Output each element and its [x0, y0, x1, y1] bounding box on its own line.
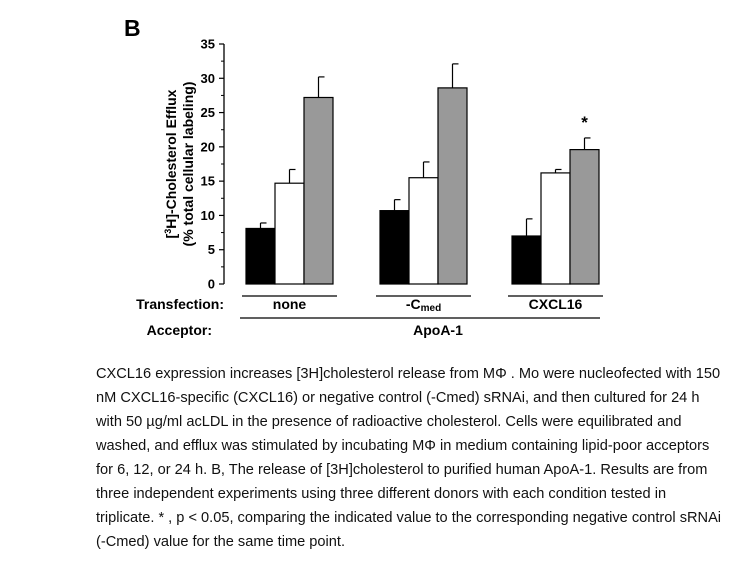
- x-category-label: none: [273, 296, 307, 312]
- bar: [245, 227, 276, 285]
- bar-chart-figure: B [3H]-Cholesterol Efflux (% total cellu…: [124, 15, 603, 338]
- acceptor-row-label: Acceptor:: [147, 322, 212, 338]
- transfection-row-label: Transfection:: [136, 296, 224, 312]
- x-category-label: -Cmed: [406, 296, 441, 314]
- significance-marker: *: [581, 113, 588, 132]
- panel-label: B: [124, 15, 141, 41]
- bar: [408, 177, 439, 285]
- plot-area: 0 5 10 15 20 25 30 35 * none -Cmed CXCL16: [201, 37, 603, 314]
- acceptor-value: ApoA-1: [413, 322, 463, 338]
- y-tick-label: 15: [201, 174, 215, 189]
- bar: [437, 87, 468, 285]
- y-axis-label-line2: (% total cellular labeling): [180, 82, 196, 247]
- y-tick-label: 35: [201, 37, 215, 52]
- bar: [303, 96, 334, 285]
- x-category-label: CXCL16: [529, 296, 583, 312]
- bar: [540, 172, 571, 285]
- y-tick-label: 0: [208, 277, 215, 292]
- y-tick-label: 10: [201, 208, 215, 223]
- y-tick-label: 30: [201, 71, 215, 86]
- y-tick-label: 20: [201, 139, 215, 154]
- y-axis-label-line1: [3H]-Cholesterol Efflux: [163, 89, 179, 238]
- y-tick-label: 5: [208, 242, 215, 257]
- bar: [569, 149, 600, 285]
- bar: [274, 182, 305, 285]
- bar: [379, 210, 410, 285]
- bar: [511, 235, 542, 285]
- y-tick-label: 25: [201, 105, 215, 120]
- y-axis-label: [3H]-Cholesterol Efflux (% total cellula…: [163, 82, 196, 247]
- figure-caption: CXCL16 expression increases [3H]choleste…: [96, 366, 722, 550]
